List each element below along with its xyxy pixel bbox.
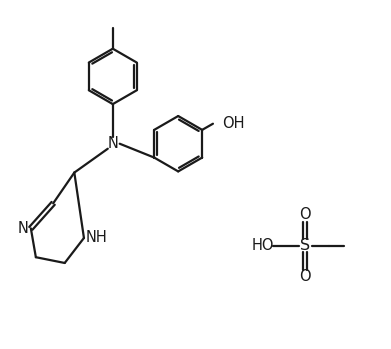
Text: S: S <box>300 238 310 253</box>
Text: HO: HO <box>251 238 274 253</box>
Text: NH: NH <box>85 230 107 245</box>
Text: OH: OH <box>222 116 245 131</box>
Text: N: N <box>18 221 29 236</box>
Text: O: O <box>300 207 311 222</box>
Text: O: O <box>300 269 311 284</box>
Text: N: N <box>108 136 118 151</box>
